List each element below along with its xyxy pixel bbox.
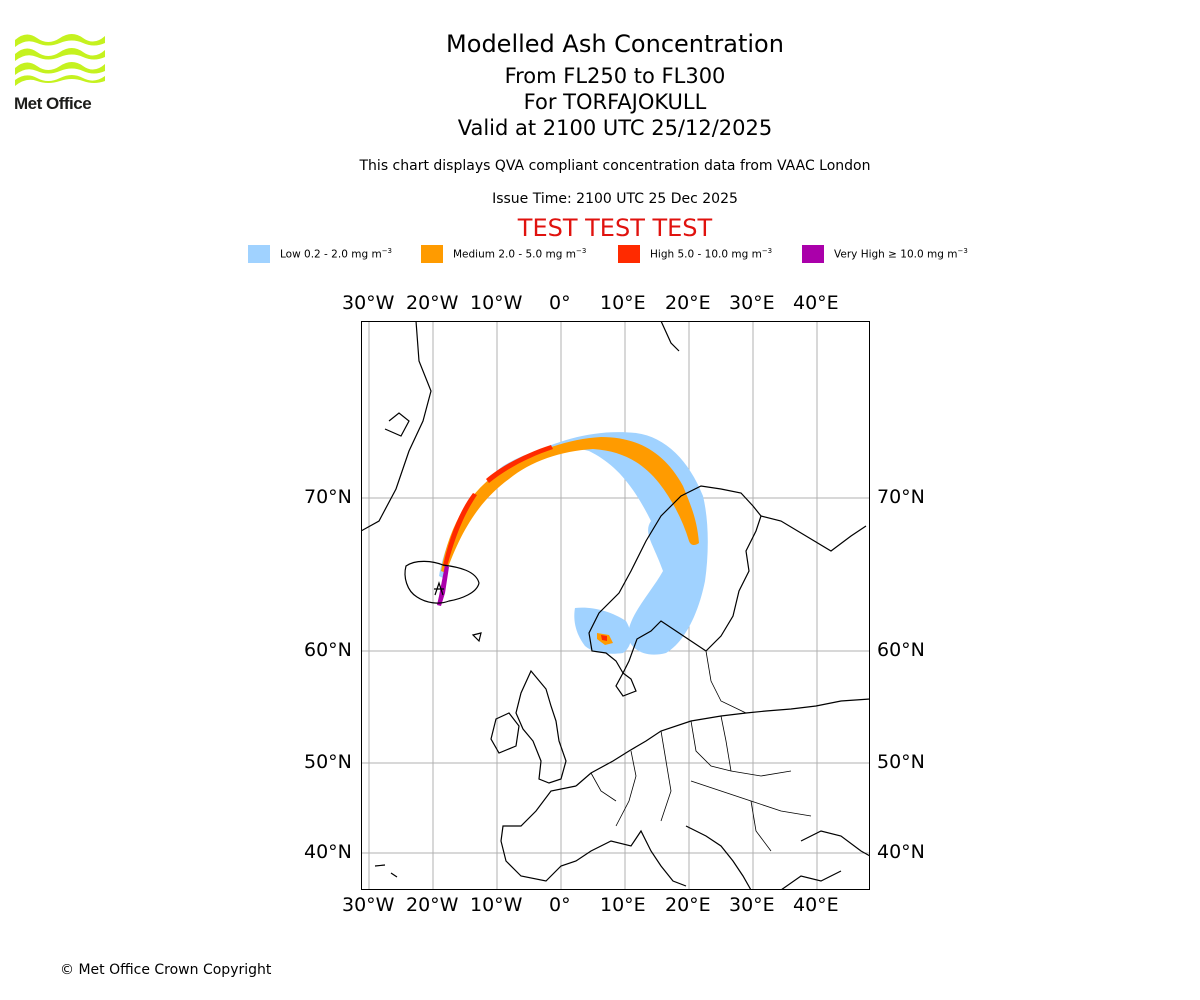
coastlines — [361, 321, 870, 890]
lon-label-top: 20°W — [406, 292, 459, 314]
lon-label-bottom: 10°W — [470, 894, 523, 916]
lon-label-top: 30°W — [342, 292, 395, 314]
ash-high-concentration — [443, 445, 607, 641]
lon-label-top: 40°E — [793, 292, 839, 314]
lon-label-top: 20°E — [665, 292, 711, 314]
ash-concentration-map — [361, 321, 870, 890]
lat-label-left: 40°N — [304, 841, 352, 863]
lon-label-bottom: 20°E — [665, 894, 711, 916]
legend-item-very-high: Very High ≥ 10.0 mg m−3 — [802, 244, 968, 264]
legend-item-medium: Medium 2.0 - 5.0 mg m−3 — [421, 244, 586, 264]
flight-level-range: From FL250 to FL300 — [504, 64, 726, 88]
lon-label-top: 30°E — [729, 292, 775, 314]
lat-label-left: 70°N — [304, 486, 352, 508]
legend-item-high: High 5.0 - 10.0 mg m−3 — [618, 244, 772, 264]
lat-label-left: 60°N — [304, 639, 352, 661]
ash-low-concentration — [439, 432, 708, 655]
logo-text: Met Office — [14, 94, 92, 113]
legend-swatch-medium — [421, 245, 443, 263]
country-borders — [590, 650, 812, 852]
lon-label-top: 10°E — [600, 292, 646, 314]
lon-label-top: 10°W — [470, 292, 523, 314]
lon-label-bottom: 30°W — [342, 894, 395, 916]
legend-swatch-very-high — [802, 245, 824, 263]
lon-label-bottom: 40°E — [793, 894, 839, 916]
valid-time: Valid at 2100 UTC 25/12/2025 — [457, 116, 773, 140]
map-frame — [361, 321, 870, 890]
qva-note: This chart displays QVA compliant concen… — [359, 158, 871, 174]
lat-label-right: 40°N — [877, 841, 925, 863]
lon-label-bottom: 30°E — [729, 894, 775, 916]
ash-very-high-concentration — [437, 565, 449, 606]
issue-time: Issue Time: 2100 UTC 25 Dec 2025 — [492, 191, 738, 207]
legend-swatch-low — [248, 245, 270, 263]
legend-swatch-high — [618, 245, 640, 263]
volcano-location-icon — [434, 581, 444, 596]
graticule — [361, 321, 870, 890]
lat-label-right: 50°N — [877, 751, 925, 773]
legend-item-low: Low 0.2 - 2.0 mg m−3 — [248, 244, 392, 264]
test-banner: TEST TEST TEST — [517, 214, 713, 242]
chart-title: Modelled Ash Concentration — [446, 30, 784, 58]
lat-label-left: 50°N — [304, 751, 352, 773]
lon-label-top: 0° — [549, 292, 571, 314]
lon-label-bottom: 20°W — [406, 894, 459, 916]
volcano-name: For TORFAJOKULL — [523, 90, 707, 114]
copyright: © Met Office Crown Copyright — [60, 962, 272, 978]
met-office-logo: Met Office — [14, 30, 109, 114]
lat-label-right: 70°N — [877, 486, 925, 508]
met-office-wave-icon — [15, 34, 105, 86]
lon-label-bottom: 10°E — [600, 894, 646, 916]
lon-label-bottom: 0° — [549, 894, 571, 916]
lat-label-right: 60°N — [877, 639, 925, 661]
